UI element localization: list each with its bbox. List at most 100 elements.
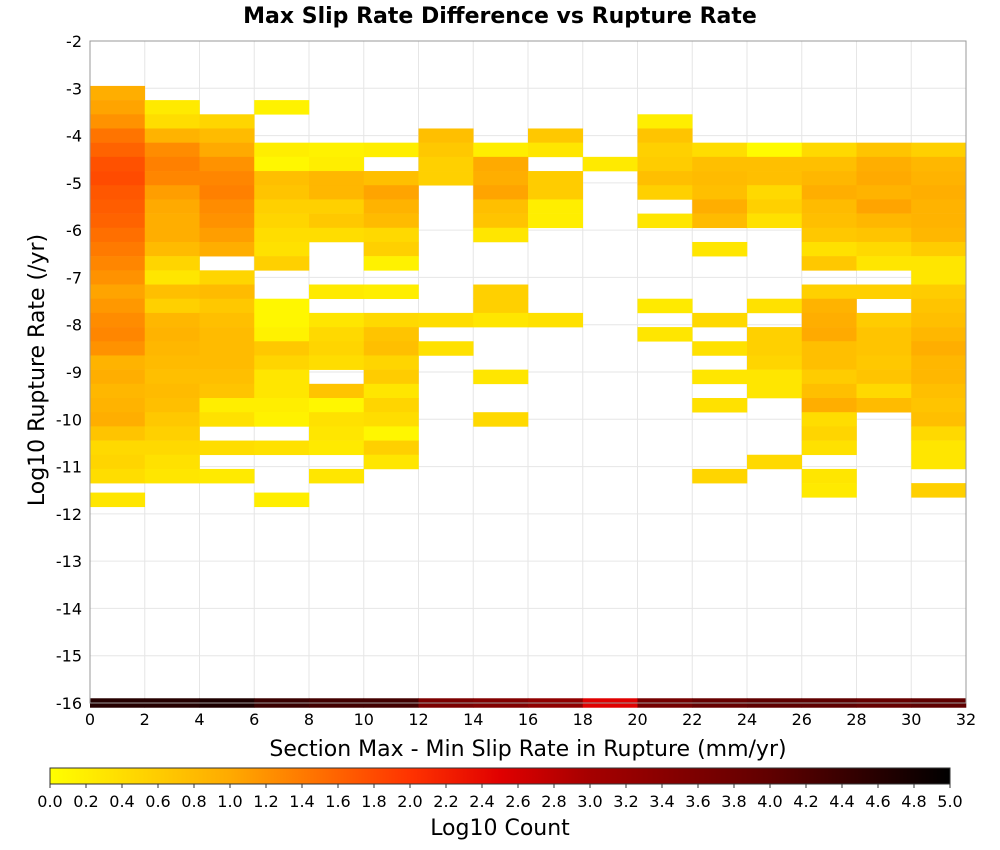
heatmap-cell — [254, 440, 310, 456]
heatmap-cell — [90, 312, 146, 328]
heatmap-cell — [747, 341, 803, 356]
heatmap-cell — [90, 171, 146, 186]
heatmap-cell — [801, 312, 857, 328]
heatmap-cell — [637, 185, 693, 200]
heatmap-cell — [418, 312, 474, 328]
heatmap-cell — [363, 142, 419, 158]
heatmap-cell — [90, 398, 146, 413]
heatmap-cell — [199, 298, 255, 314]
heatmap-cell — [90, 454, 146, 470]
heatmap-cell — [254, 241, 310, 257]
heatmap-cell — [144, 213, 200, 229]
heatmap-cell — [856, 341, 912, 356]
heatmap-cell — [254, 142, 310, 158]
heatmap-cell — [856, 142, 912, 158]
heatmap-cell — [199, 369, 255, 385]
heatmap-cell — [309, 468, 365, 484]
heatmap-cell — [199, 142, 255, 158]
colorbar-tick-label: 3.0 — [577, 792, 602, 811]
heatmap-cell — [911, 341, 967, 356]
y-tick-label: -11 — [56, 458, 82, 477]
heatmap-cell — [747, 156, 803, 172]
colorbar-tick-label: 0.6 — [145, 792, 170, 811]
x-tick-label: 26 — [792, 710, 812, 729]
heatmap-cell — [418, 142, 474, 158]
heatmap-cell — [473, 284, 529, 300]
heatmap-cell — [418, 171, 474, 186]
y-tick-label: -14 — [56, 599, 82, 618]
heatmap-cell — [309, 341, 365, 356]
colorbar-tick-label: 1.6 — [325, 792, 350, 811]
heatmap-cell — [801, 383, 857, 399]
heatmap-cell — [911, 227, 967, 243]
colorbar-tick-label: 4.2 — [793, 792, 818, 811]
heatmap-cell — [254, 213, 310, 229]
heatmap-cell — [747, 369, 803, 385]
heatmap-cell — [911, 398, 967, 413]
heatmap-cell — [254, 256, 310, 271]
heatmap-cell — [692, 398, 748, 413]
heatmap-cell — [90, 341, 146, 356]
heatmap-cell — [856, 213, 912, 229]
heatmap-cell — [747, 298, 803, 314]
heatmap-cell — [90, 199, 146, 214]
heatmap-cell — [363, 398, 419, 413]
heatmap-cell — [309, 171, 365, 186]
colorbar-title: Log10 Count — [430, 816, 570, 841]
y-tick-label: -8 — [66, 316, 82, 335]
heatmap-cell — [363, 199, 419, 214]
heatmap-cell — [692, 369, 748, 385]
colorbar-tick-label: 1.2 — [253, 792, 278, 811]
heatmap-cell — [692, 156, 748, 172]
heatmap-cell — [418, 341, 474, 356]
heatmap-cell — [801, 185, 857, 200]
heatmap-cell — [363, 171, 419, 186]
heatmap-cell — [90, 100, 146, 115]
colorbar — [49, 767, 951, 785]
heatmap-cell — [528, 142, 584, 158]
y-tick-labels: -2 -3 -4 -5 -6 -7 -8 -9 -10 -11 -12 -13 -14 -15 -16 — [56, 32, 82, 713]
heatmap-cell — [911, 171, 967, 186]
y-tick-label: -7 — [66, 268, 82, 287]
heatmap-cell — [856, 284, 912, 300]
heatmap-cell — [90, 440, 146, 456]
heatmap-cell — [90, 298, 146, 314]
heatmap-cell — [363, 312, 419, 328]
heatmap-cell — [90, 213, 146, 229]
heatmap-cell — [144, 355, 200, 370]
heatmap-cell — [254, 298, 310, 314]
heatmap-cell — [801, 327, 857, 342]
colorbar-tick-label: 3.8 — [721, 792, 746, 811]
x-tick-label: 28 — [846, 710, 866, 729]
heatmap-cell — [254, 185, 310, 200]
heatmap-cell — [309, 412, 365, 427]
heatmap-cell — [363, 341, 419, 356]
x-tick-label: 6 — [249, 710, 259, 729]
heatmap-cell — [144, 171, 200, 186]
heatmap-cell — [254, 492, 310, 508]
heatmap-cell — [144, 185, 200, 200]
heatmap-cell — [90, 256, 146, 271]
heatmap-cell — [144, 454, 200, 470]
x-tick-label: 4 — [194, 710, 204, 729]
heatmap-cell — [199, 312, 255, 328]
colorbar-tick-labels: 0.0 0.2 0.4 0.6 0.8 1.0 1.2 1.4 1.6 1.8 2.0 2.2 2.4 2… — [37, 784, 963, 811]
x-tick-label: 10 — [354, 710, 374, 729]
heatmap-cell — [363, 412, 419, 427]
heatmap-cell — [199, 156, 255, 172]
heatmap-cell — [363, 440, 419, 456]
heatmap-cell — [199, 412, 255, 427]
heatmap-cell — [801, 213, 857, 229]
heatmap-cell — [692, 312, 748, 328]
heatmap-cell — [801, 142, 857, 158]
colorbar-tick-label: 0.0 — [37, 792, 62, 811]
heatmap-cell — [90, 355, 146, 370]
heatmap-cell — [90, 369, 146, 385]
heatmap-cell — [528, 199, 584, 214]
heatmap-cell — [199, 468, 255, 484]
heatmap-cell — [144, 369, 200, 385]
heatmap-cell — [90, 492, 146, 508]
heatmap-cell — [254, 355, 310, 370]
heatmap-cell — [363, 327, 419, 342]
heatmap-cell — [747, 355, 803, 370]
